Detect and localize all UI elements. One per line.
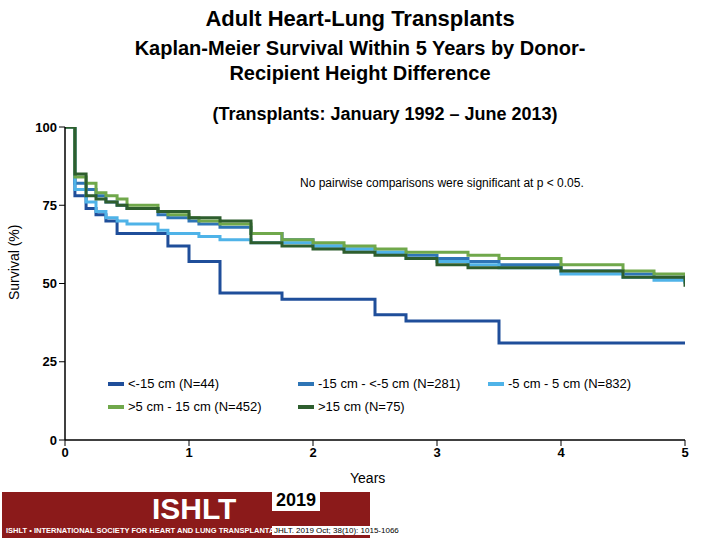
html-text:<-15 cm (N=44): <-15 cm (N=44) <box>128 376 219 391</box>
svg-text:0: 0 <box>50 433 57 448</box>
html-text:Kaplan-Meier Survival Within 5: Kaplan-Meier Survival Within 5 Years by … <box>134 37 586 84</box>
html-text:ISHLT • INTERNATIONAL SOCIETY: ISHLT • INTERNATIONAL SOCIETY FOR HEART … <box>6 526 292 535</box>
html-text:>5 cm - 15 cm (N=452): >5 cm - 15 cm (N=452) <box>128 399 262 414</box>
html-text:(Transplants: January 1992 – J: (Transplants: January 1992 – June 2013) <box>212 104 558 124</box>
html-text:-5 cm - 5 cm (N=832): -5 cm - 5 cm (N=832) <box>508 376 632 391</box>
svg-text:4: 4 <box>557 445 565 460</box>
html-text:JHLT. 2019 Oct; 38(10): 1015-1: JHLT. 2019 Oct; 38(10): 1015-1066 <box>274 526 399 535</box>
svg-text:25: 25 <box>43 354 57 369</box>
html-text:ISHLT: ISHLT <box>152 492 237 525</box>
svg-text:2: 2 <box>309 445 316 460</box>
html-text:Years: Years <box>350 470 386 486</box>
html-text:No pairwise comparisons were s: No pairwise comparisons were significant… <box>300 176 584 190</box>
svg-text:5: 5 <box>681 445 688 460</box>
html-text:Adult Heart-Lung Transplants: Adult Heart-Lung Transplants <box>205 6 515 31</box>
html-text:2019: 2019 <box>276 490 316 510</box>
html-text:-15 cm - <-5 cm (N=281): -15 cm - <-5 cm (N=281) <box>318 376 461 391</box>
svg-text:0: 0 <box>61 445 68 460</box>
svg-text:100: 100 <box>35 120 57 135</box>
svg-text:1: 1 <box>185 445 192 460</box>
html-text:>15 cm (N=75): >15 cm (N=75) <box>318 399 405 414</box>
svg-text:3: 3 <box>433 445 440 460</box>
html-text:Survival (%): Survival (%) <box>6 224 22 300</box>
svg-text:75: 75 <box>43 198 57 213</box>
svg-text:50: 50 <box>43 276 57 291</box>
